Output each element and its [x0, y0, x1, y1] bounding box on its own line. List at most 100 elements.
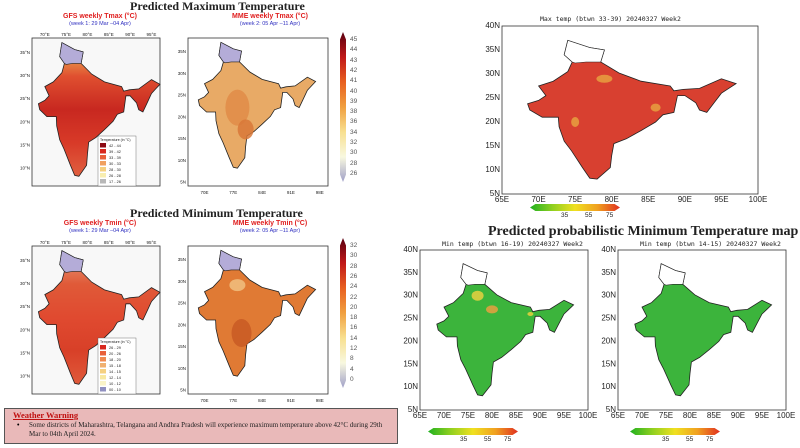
min-temp-title: Predicted Minimum Temperature	[130, 206, 303, 220]
weather-warning-box: Weather Warning • Some districts of Maha…	[4, 408, 398, 444]
legend-label: 10 - 12	[109, 382, 121, 386]
legend-swatch	[100, 161, 106, 166]
lat-tick-label: 35N	[403, 268, 418, 277]
lat-tick-label: 30°N	[20, 281, 30, 286]
lat-tick-label: 10N	[178, 158, 186, 163]
lon-tick-label: 91E	[287, 190, 295, 195]
lon-tick-label: 90°E	[125, 32, 135, 37]
colorbar-label: 41	[350, 77, 358, 85]
gfs-max-period: (week 1: 29 Mar –04 Apr)	[69, 21, 131, 27]
legend-label: 26 - 28	[109, 174, 121, 178]
legend-label: 00 - 10	[109, 388, 121, 392]
lon-tick-label: 100E	[579, 411, 598, 420]
lon-tick-label: 70E	[635, 411, 649, 420]
mme-max-period: (week 2: 05 Apr –11 Apr)	[239, 21, 301, 27]
lat-tick-label: 15°N	[20, 142, 30, 147]
lat-tick-label: 25N	[178, 301, 186, 306]
gfs-min-period: (week 1: 29 Mar –04 Apr)	[69, 228, 131, 234]
lat-tick-label: 10N	[601, 382, 616, 391]
north-region	[460, 263, 488, 286]
india-region	[436, 263, 575, 397]
lat-tick-label: 15N	[403, 359, 418, 368]
colorbar-label: 38	[350, 108, 358, 116]
lon-tick-label: 95E	[714, 195, 728, 204]
lat-tick-label: 20°N	[20, 119, 30, 124]
lon-tick-label: 98E	[316, 398, 324, 403]
india-region	[197, 249, 317, 377]
forecast-patch	[225, 89, 250, 126]
legend-swatch	[100, 167, 106, 172]
india-region	[197, 41, 317, 169]
lat-tick-label: 5N	[180, 388, 186, 393]
lon-tick-label: 84E	[258, 190, 266, 195]
colorbar-label: 28	[350, 262, 358, 270]
colorbar-label: 0	[350, 375, 354, 383]
lon-tick-label: 98E	[316, 190, 324, 195]
lon-tick-label: 70°E	[40, 32, 50, 37]
colorbar-label: 43	[350, 56, 358, 64]
lat-tick-label: 20N	[178, 114, 186, 119]
legend-label: 15 - 18	[109, 364, 121, 368]
bullet-icon: •	[17, 422, 20, 429]
lat-tick-label: 5N	[180, 180, 186, 185]
lon-tick-label: 90°E	[125, 240, 135, 245]
legend-swatch	[100, 357, 106, 362]
legend-swatch	[100, 381, 106, 386]
legend-label: 17 - 26	[109, 180, 121, 184]
lat-tick-label: 30N	[178, 279, 186, 284]
mme-max-title: MME weekly Tmax (°C)	[232, 13, 308, 20]
legend-swatch	[100, 143, 106, 148]
legend-title: Temperature (in °C)	[100, 138, 131, 142]
lat-tick-label: 10N	[403, 382, 418, 391]
lon-tick-label: 95E	[557, 411, 571, 420]
lat-tick-label: 25N	[601, 314, 616, 323]
lat-tick-label: 20°N	[20, 327, 30, 332]
legend-label: 12 - 14	[109, 376, 121, 380]
max-temp-title: Predicted Maximum Temperature	[130, 0, 305, 13]
lat-tick-label: 20N	[485, 117, 500, 126]
forecast-patch	[229, 279, 246, 292]
colorbar-label: 22	[350, 293, 358, 301]
lat-tick-label: 35°N	[20, 258, 30, 263]
lon-tick-label: 85°E	[104, 32, 114, 37]
lat-tick-label: 10N	[485, 165, 500, 174]
lon-tick-label: 70E	[437, 411, 451, 420]
mme-min-colorbar: 32 30 28 26 24 22 20 18 16 14 12 8 4 0	[336, 238, 376, 388]
min1-caption: Min temp (btwn 16-19) 20240327 Week2	[442, 240, 583, 248]
min1-prob-map: 65E 70E 75E 80E 85E 90E 95E 100E 40N 35N 30N 25N 20N…	[403, 246, 598, 420]
lat-tick-label: 5N	[606, 405, 616, 414]
lon-tick-label: 85E	[707, 411, 721, 420]
colorbar-label: 18	[350, 314, 358, 322]
lon-tick-label: 90E	[731, 411, 745, 420]
lat-tick-label: 30N	[601, 291, 616, 300]
lon-tick-label: 95°E	[147, 240, 157, 245]
gfs-min-title: GFS weekly Tmin (°C)	[63, 220, 137, 227]
colorbar-label: 35	[460, 436, 468, 443]
lat-tick-label: 30N	[485, 69, 500, 78]
lon-tick-label: 65E	[611, 411, 625, 420]
warning-text: Some districts of Maharashtra, Telangana…	[29, 421, 383, 438]
max-prob-caption: Max temp (btwn 33-39) 20240327 Week2	[540, 15, 681, 23]
colorbar-label: 36	[350, 118, 358, 126]
lat-tick-label: 30N	[178, 71, 186, 76]
lon-tick-label: 70°E	[40, 240, 50, 245]
lon-tick-label: 80°E	[83, 32, 93, 37]
colorbar-label: 26	[350, 272, 358, 280]
north-region	[218, 41, 242, 64]
colorbar-label: 42	[350, 66, 358, 74]
legend-label: 26 - 29	[109, 346, 121, 350]
india-region	[634, 263, 773, 397]
legend-label: 33 - 39	[109, 156, 121, 160]
colorbar-label: 4	[350, 365, 354, 373]
mme-max-colorbar: 45 44 43 42 41 40 39 38 36 34 32 30 28 26	[336, 32, 376, 182]
prob-min-title: Predicted probabilistic Minimum Temperat…	[488, 224, 799, 239]
colorbar-label: 75	[504, 436, 512, 443]
legend-swatch	[100, 369, 106, 374]
lon-tick-label: 95E	[755, 411, 769, 420]
min2-prob-map: 65E 70E 75E 80E 85E 90E 95E 100E 40N 35N 30N 25N 20N…	[601, 246, 795, 420]
lat-tick-label: 35N	[178, 257, 186, 262]
north-region	[658, 263, 686, 286]
mme-min-title: MME weekly Tmin (°C)	[232, 220, 308, 227]
colorbar-gradient	[340, 32, 346, 182]
max-prob-colorbar	[530, 204, 620, 211]
